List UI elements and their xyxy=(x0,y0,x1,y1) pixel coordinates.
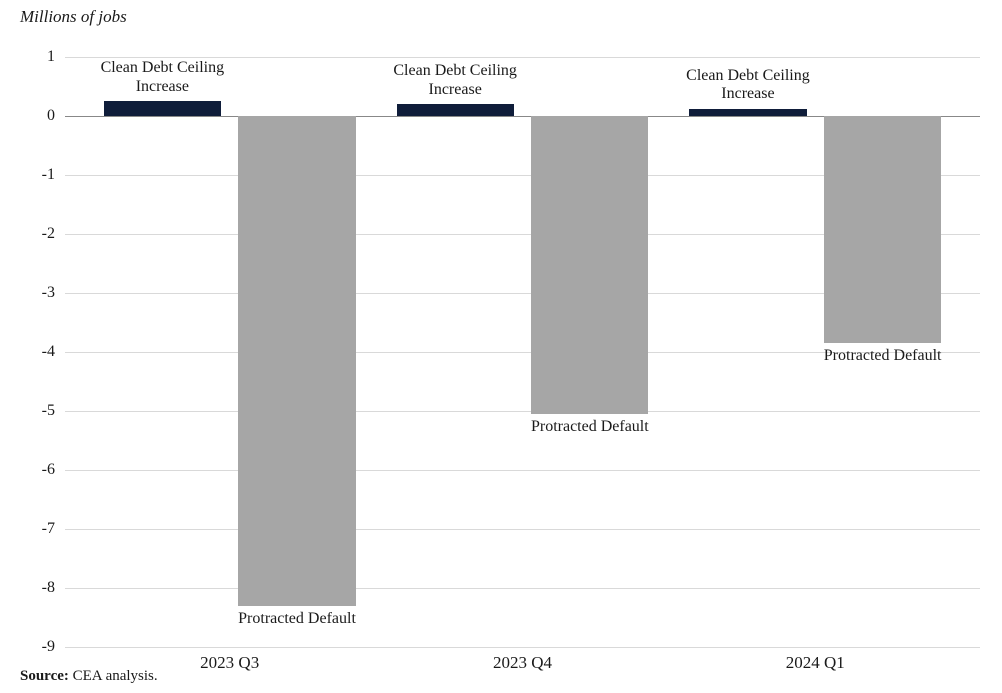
bar-label-clean: Clean Debt Ceiling Increase xyxy=(377,62,534,99)
y-tick-label: -7 xyxy=(42,520,65,538)
source-label: Source: xyxy=(20,668,69,684)
bar-label-protracted: Protracted Default xyxy=(511,418,668,436)
bar-clean xyxy=(104,101,221,116)
gridline xyxy=(65,588,980,589)
bar-protracted xyxy=(238,116,355,606)
gridline xyxy=(65,411,980,412)
bar-clean xyxy=(397,104,514,116)
gridline xyxy=(65,57,980,58)
y-tick-label: -2 xyxy=(42,225,65,243)
bar-label-clean: Clean Debt Ceiling Increase xyxy=(84,59,241,96)
gridline xyxy=(65,470,980,471)
x-category-label: 2024 Q1 xyxy=(786,653,845,673)
y-tick-label: 0 xyxy=(47,107,65,125)
y-tick-label: -8 xyxy=(42,579,65,597)
y-tick-label: -4 xyxy=(42,343,65,361)
bar-protracted xyxy=(531,116,648,414)
bar-label-protracted: Protracted Default xyxy=(218,610,375,628)
y-tick-label: -5 xyxy=(42,402,65,420)
y-tick-label: -6 xyxy=(42,461,65,479)
gridline xyxy=(65,529,980,530)
source-text: CEA analysis. xyxy=(73,668,158,684)
y-axis-title: Millions of jobs xyxy=(20,7,127,27)
bar-clean xyxy=(689,109,806,116)
bar-label-clean: Clean Debt Ceiling Increase xyxy=(669,67,826,104)
source-line: Source: CEA analysis. xyxy=(20,668,158,685)
chart-container: Millions of jobs 10-1-2-3-4-5-6-7-8-9Cle… xyxy=(0,0,1002,693)
y-tick-label: -3 xyxy=(42,284,65,302)
chart-plot-area: 10-1-2-3-4-5-6-7-8-9Clean Debt Ceiling I… xyxy=(65,57,980,647)
bar-protracted xyxy=(824,116,941,343)
y-tick-label: -1 xyxy=(42,166,65,184)
x-category-label: 2023 Q4 xyxy=(493,653,552,673)
y-tick-label: -9 xyxy=(42,638,65,656)
bar-label-protracted: Protracted Default xyxy=(804,347,961,365)
y-tick-label: 1 xyxy=(47,48,65,66)
gridline xyxy=(65,647,980,648)
x-category-label: 2023 Q3 xyxy=(200,653,259,673)
